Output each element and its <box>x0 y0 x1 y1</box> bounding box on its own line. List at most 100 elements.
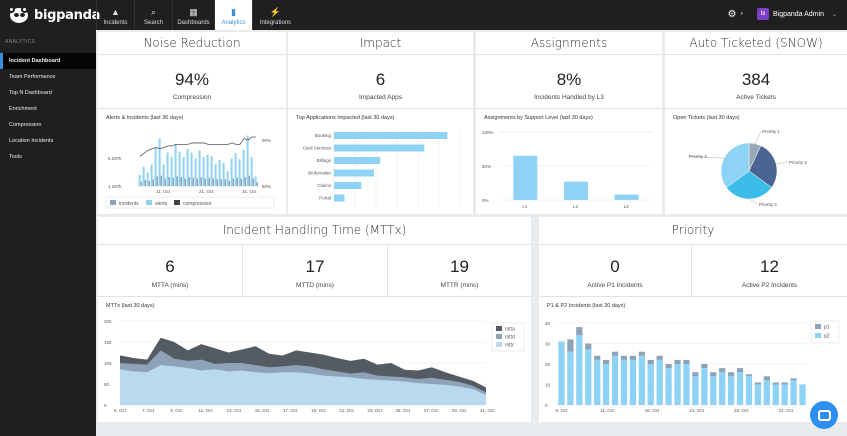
legend-label: p2 <box>824 334 830 340</box>
p2-bar <box>710 376 717 405</box>
compression-line <box>139 136 256 157</box>
alerts-bar <box>210 156 213 186</box>
alerts-bar <box>154 147 157 186</box>
app-bar <box>334 169 374 177</box>
sidebar-item-tools[interactable]: Tools <box>9 154 22 160</box>
search-icon: ⌕ <box>150 7 157 17</box>
incidents-bar <box>196 178 198 186</box>
sidebar-item-team-performance[interactable]: Team Performance <box>9 74 56 80</box>
p2-bar <box>567 351 574 405</box>
mtta-label: MTTA (mins) <box>151 282 189 289</box>
nav-analytics[interactable]: ▮ Analytics <box>214 0 252 30</box>
alerts-bar <box>146 172 149 186</box>
x-tick: 26. Oct <box>734 408 749 413</box>
panda-icon <box>8 6 30 24</box>
p1-bar <box>620 355 628 360</box>
legend-label: p1 <box>824 325 830 331</box>
alerts-bar <box>170 157 173 186</box>
legend-label: mttd <box>505 335 515 341</box>
p1-bar <box>781 382 788 385</box>
p1-bar <box>656 355 663 360</box>
incidents-bar <box>244 177 246 186</box>
logo-text: bigpanda <box>34 7 101 23</box>
impact-panel: Impact 6 Impacted Apps Top Applications … <box>288 32 473 214</box>
p2-bar <box>701 368 708 405</box>
y2-tick: 90% <box>262 138 271 143</box>
assignments-panel: Assignments 8% Incidents Handled by L3 A… <box>476 32 662 214</box>
p2-bar <box>790 380 797 405</box>
user-menu[interactable]: ⚙ ▾ bi Bigpanda Admin ⌄ <box>727 8 837 20</box>
legend-label: mtta <box>505 327 515 333</box>
incidents-bar <box>240 178 242 186</box>
p1-bar <box>674 359 681 364</box>
active-tickets-value: 384 <box>741 70 771 89</box>
app-bar <box>334 182 362 189</box>
sidebar-item-incident-dashboard[interactable]: Incident Dashboard <box>0 53 96 69</box>
alerts-bar <box>206 154 209 186</box>
y2-tick: 60% <box>262 184 271 189</box>
alerts-bar <box>138 174 141 186</box>
legend-label: compression <box>183 201 212 207</box>
x-tick: 21. Oct <box>689 408 704 413</box>
nav-integrations[interactable]: ⚡ Integrations <box>252 0 298 30</box>
mttd-label: MTTD (mins) <box>296 282 334 289</box>
sidebar-item-location-incidents[interactable]: Location Incidents <box>9 138 54 144</box>
nav-dashboards[interactable]: ▦ Dashboards <box>172 0 214 30</box>
category-label: Booking <box>315 133 332 138</box>
p2-label: Active P2 Incidents <box>741 282 798 289</box>
chevron-down-icon: ▾ <box>740 11 743 17</box>
x-tick: 31. Oct <box>242 189 257 194</box>
p1-bar <box>710 372 717 377</box>
p1-bar <box>701 364 708 369</box>
mttr-value: 19 <box>450 257 469 276</box>
p1-bar <box>638 351 645 356</box>
sidebar-item-top-n-dashboard[interactable]: Top N Dashboard <box>9 90 52 96</box>
y-tick: 30 <box>545 342 551 347</box>
incidents-bar <box>140 181 142 186</box>
alerts-bar <box>254 176 257 186</box>
compression-label: Compression <box>172 94 212 101</box>
bigpanda-logo[interactable]: bigpanda <box>8 6 100 24</box>
p1-bar <box>611 351 619 356</box>
x-tick: 60 <box>458 211 464 212</box>
sidebar-item-enrichment[interactable]: Enrichment <box>9 106 37 112</box>
chat-icon <box>817 409 831 421</box>
gear-icon[interactable]: ⚙ <box>727 8 737 20</box>
p2-bar <box>558 341 565 405</box>
mttr-label: MTTR (mins) <box>440 282 479 289</box>
nav-incidents[interactable]: ▲ Incidents <box>96 0 134 30</box>
legend-swatch <box>815 324 821 329</box>
avatar: bi <box>756 8 769 20</box>
incidents-bar <box>236 177 238 186</box>
p1-bar <box>585 343 592 350</box>
incidents-bar <box>256 182 258 186</box>
grid-icon: ▦ <box>189 7 198 17</box>
nav-search[interactable]: ⌕ Search <box>134 0 172 30</box>
incidents-bar <box>180 177 182 186</box>
support-level-chart: 0% 50% 100% L1 L2 L3 <box>482 130 652 209</box>
category-label: Card Services <box>303 146 332 151</box>
level-bar <box>513 155 538 200</box>
auto-ticketed-panel: Auto Ticketed (SNOW) 384 Active Tickets … <box>665 32 847 214</box>
y-tick: 40 <box>545 321 551 326</box>
x-tick: 31. Oct <box>779 408 794 413</box>
pie-leader <box>687 155 725 159</box>
p1-bar <box>772 382 779 385</box>
legend-swatch <box>815 333 821 338</box>
incidents-bar <box>156 176 158 186</box>
p1-label: Active P1 Incidents <box>587 282 643 289</box>
x-tick: 27. Oct <box>424 408 439 413</box>
y-tick: 0 <box>104 403 107 408</box>
y-tick: 100 <box>104 361 112 366</box>
p2-bar <box>683 364 690 405</box>
x-tick: 10 <box>353 211 359 212</box>
x-tick: 21. Oct <box>199 189 214 194</box>
incidents-bar <box>248 175 250 186</box>
incidents-bar <box>164 178 166 186</box>
panel-title: Impact <box>359 36 402 50</box>
chat-button[interactable] <box>810 401 838 429</box>
incidents-bar <box>172 177 174 186</box>
y-tick: 1.297k <box>108 184 122 189</box>
incidents-bar <box>224 179 226 186</box>
sidebar-item-compression[interactable]: Compression <box>9 122 42 128</box>
